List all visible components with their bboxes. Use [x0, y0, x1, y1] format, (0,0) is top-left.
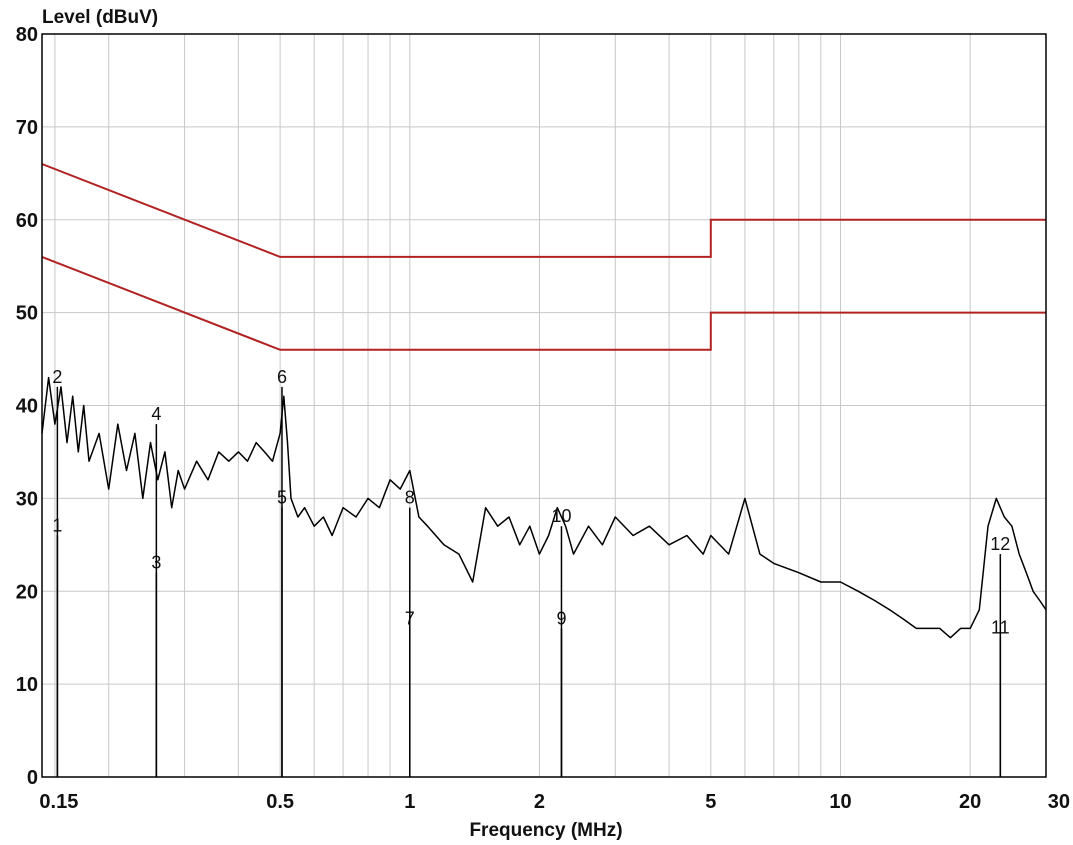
- y-tick-label: 70: [16, 117, 38, 139]
- y-tick-label: 40: [16, 396, 38, 418]
- y-tick-label: 60: [16, 210, 38, 232]
- x-tick-label: 2: [534, 791, 545, 813]
- y-tick-label: 10: [16, 674, 38, 696]
- x-tick-label: 10: [829, 791, 851, 813]
- measurement-trace: [41, 376, 1047, 639]
- x-axis-label: Frequency (MHz): [469, 820, 622, 841]
- x-tick-label: 30: [1048, 791, 1070, 813]
- y-tick-label: 50: [16, 303, 38, 325]
- plot-frame: [41, 33, 1047, 778]
- y-tick-label: 80: [16, 24, 38, 46]
- markers: 123456789101112: [52, 367, 1010, 777]
- y-tick-label: 0: [27, 767, 38, 789]
- marker-label-4: 4: [151, 404, 161, 424]
- x-tick-label: 1: [404, 791, 415, 813]
- x-tick-label: 0.5: [266, 791, 294, 813]
- y-tick-label: 20: [16, 581, 38, 603]
- y-tick-labels: 0 10 20 30 40 50 60 70 80: [16, 24, 38, 789]
- marker-label-2: 2: [52, 367, 62, 387]
- marker-label-10: 10: [551, 506, 571, 526]
- limit-line-2: [41, 255, 1046, 351]
- marker-label-6: 6: [277, 367, 287, 387]
- y-tick-label: 30: [16, 488, 38, 510]
- grid: [42, 33, 1046, 778]
- y-axis-label: Level (dBuV): [42, 7, 158, 28]
- limit-line-1: [41, 163, 1046, 258]
- x-tick-labels: 0.15 0.5 1 2 5 10 20 30: [39, 791, 1070, 813]
- limit-lines: [41, 163, 1046, 351]
- x-tick-label: 0.15: [39, 791, 78, 813]
- marker-label-12: 12: [990, 534, 1010, 554]
- marker-label-8: 8: [405, 488, 415, 508]
- x-tick-label: 5: [705, 791, 716, 813]
- trace-group: [41, 376, 1047, 639]
- x-tick-label: 20: [959, 791, 981, 813]
